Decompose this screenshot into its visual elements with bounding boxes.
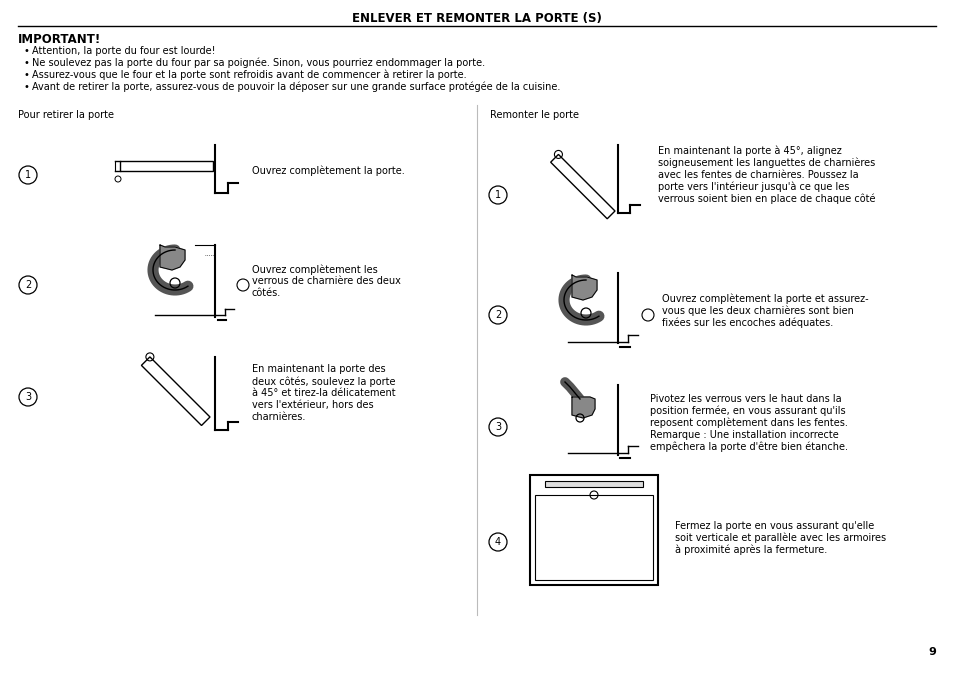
Text: ENLEVER ET REMONTER LA PORTE (S): ENLEVER ET REMONTER LA PORTE (S) [352,12,601,25]
Text: Pivotez les verrous vers le haut dans la
position fermée, en vous assurant qu'il: Pivotez les verrous vers le haut dans la… [649,394,847,452]
Text: En maintenant la porte à 45°, alignez
soigneusement les languettes de charnières: En maintenant la porte à 45°, alignez so… [658,146,875,205]
Text: Assurez-vous que le four et la porte sont refroidis avant de commencer à retirer: Assurez-vous que le four et la porte son… [32,70,466,80]
Polygon shape [572,275,597,300]
Polygon shape [572,397,595,418]
Bar [120,161,213,171]
Text: IMPORTANT!: IMPORTANT! [18,33,101,46]
Text: 9: 9 [927,647,935,657]
Text: Avant de retirer la porte, assurez-vous de pouvoir la déposer sur une grande sur: Avant de retirer la porte, assurez-vous … [32,82,559,92]
Bar [535,495,652,580]
Text: 3: 3 [25,392,31,402]
Bar [530,475,658,585]
Text: Ne soulevez pas la porte du four par sa poignée. Sinon, vous pourriez endommager: Ne soulevez pas la porte du four par sa … [32,58,485,68]
Text: Ouvrez complètement la porte.: Ouvrez complètement la porte. [252,166,404,176]
Text: Ouvrez complètement la porte et assurez-
vous que les deux charnières sont bien
: Ouvrez complètement la porte et assurez-… [661,294,868,329]
Text: 2: 2 [495,310,500,320]
Text: Remonter le porte: Remonter le porte [490,110,578,120]
Text: •: • [24,46,30,56]
Text: •: • [24,58,30,68]
Polygon shape [160,245,185,270]
Text: Attention, la porte du four est lourde!: Attention, la porte du four est lourde! [32,46,215,56]
Text: Ouvrez complètement les
verrous de charnière des deux
côtés.: Ouvrez complètement les verrous de charn… [252,264,400,298]
Text: •: • [24,82,30,92]
Bar [544,481,642,487]
Text: 1: 1 [495,190,500,200]
Text: 1: 1 [25,170,31,180]
Text: Pour retirer la porte: Pour retirer la porte [18,110,113,120]
Text: 2: 2 [25,280,31,290]
Text: Fermez la porte en vous assurant qu'elle
soit verticale et parallèle avec les ar: Fermez la porte en vous assurant qu'elle… [675,521,885,556]
Text: 3: 3 [495,422,500,432]
Text: •: • [24,70,30,80]
Text: En maintenant la porte des
deux côtés, soulevez la porte
à 45° et tirez-la délic: En maintenant la porte des deux côtés, s… [252,364,395,421]
Text: 4: 4 [495,537,500,547]
